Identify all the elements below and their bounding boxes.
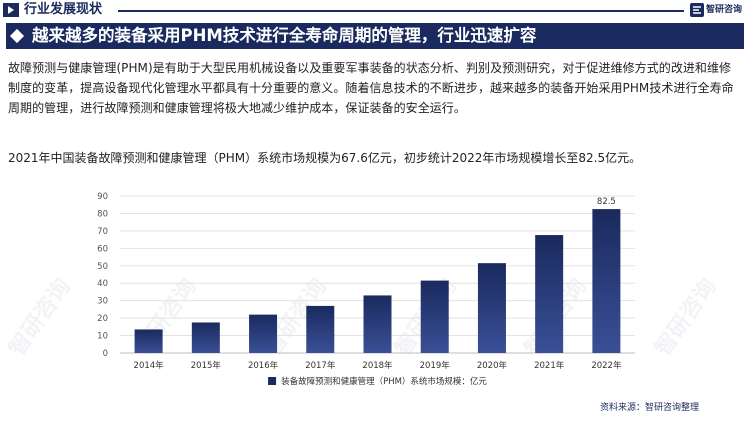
brand-mark-icon	[690, 3, 704, 17]
x-tick-label: 2021年	[534, 360, 565, 371]
chart-legend: 装备故障预测和健康管理（PHM）系统市场规模：亿元	[268, 376, 487, 387]
section-title: 行业发展现状	[24, 2, 103, 17]
x-tick-label: 2014年	[134, 360, 165, 371]
headline-title: 越来越多的装备采用PHM技术进行全寿命周期的管理，行业迅速扩容	[32, 26, 537, 45]
data-labels: 82.5	[597, 197, 616, 207]
x-tick-label: 2020年	[477, 360, 508, 371]
source-note: 资料来源：智研咨询整理	[600, 403, 700, 413]
x-tick-label: 2015年	[191, 360, 222, 371]
bar-2	[249, 314, 278, 353]
y-tick-label: 80	[97, 209, 108, 219]
bar-1	[191, 322, 220, 353]
bar-5	[420, 280, 449, 353]
x-tick-label: 2022年	[591, 360, 622, 371]
x-axis-ticks: 2014年 2015年 2016年 2017年 2018年 2019年 2020年 2021年…	[134, 360, 622, 371]
legend-swatch	[268, 377, 277, 385]
intro-paragraph: 故障预测与健康管理(PHM)是有助于大型民用机械设备以及重要军事装备的状态分析、…	[8, 61, 734, 115]
x-tick-label: 2019年	[420, 360, 451, 371]
bar-8	[592, 209, 621, 353]
brand-name: 智研咨询	[706, 5, 743, 15]
brand-logo: 智研咨询	[690, 3, 750, 17]
y-tick-label: 30	[97, 297, 108, 307]
chart-bars	[134, 209, 621, 353]
y-tick-label: 50	[97, 262, 108, 272]
section-header: 行业发展现状 智研咨询	[0, 0, 750, 20]
legend-label: 装备故障预测和健康管理（PHM）系统市场规模：亿元	[281, 376, 487, 387]
bar-7	[535, 235, 564, 353]
section-marker-icon	[3, 3, 19, 17]
y-tick-label: 40	[97, 279, 108, 289]
x-tick-label: 2017年	[305, 360, 336, 371]
y-tick-label: 0	[103, 349, 108, 359]
bar-0	[134, 329, 163, 353]
bar-6	[477, 263, 506, 353]
data-label: 82.5	[597, 197, 616, 207]
y-axis-ticks: 0 10 20 30 40 50 60 70 80 90	[97, 192, 108, 359]
y-tick-label: 20	[97, 314, 108, 324]
market-summary: 2021年中国装备故障预测和健康管理（PHM）系统市场规模为67.6亿元，初步统…	[8, 151, 642, 165]
bar-4	[363, 295, 392, 353]
y-tick-label: 90	[97, 192, 108, 202]
headline-banner: 越来越多的装备采用PHM技术进行全寿命周期的管理，行业迅速扩容	[6, 23, 744, 49]
x-tick-label: 2018年	[362, 360, 393, 371]
y-tick-label: 60	[97, 244, 108, 254]
x-tick-label: 2016年	[248, 360, 279, 371]
bar-3	[306, 305, 335, 353]
header-divider	[118, 10, 684, 12]
y-tick-label: 10	[97, 332, 108, 342]
y-tick-label: 70	[97, 227, 108, 237]
